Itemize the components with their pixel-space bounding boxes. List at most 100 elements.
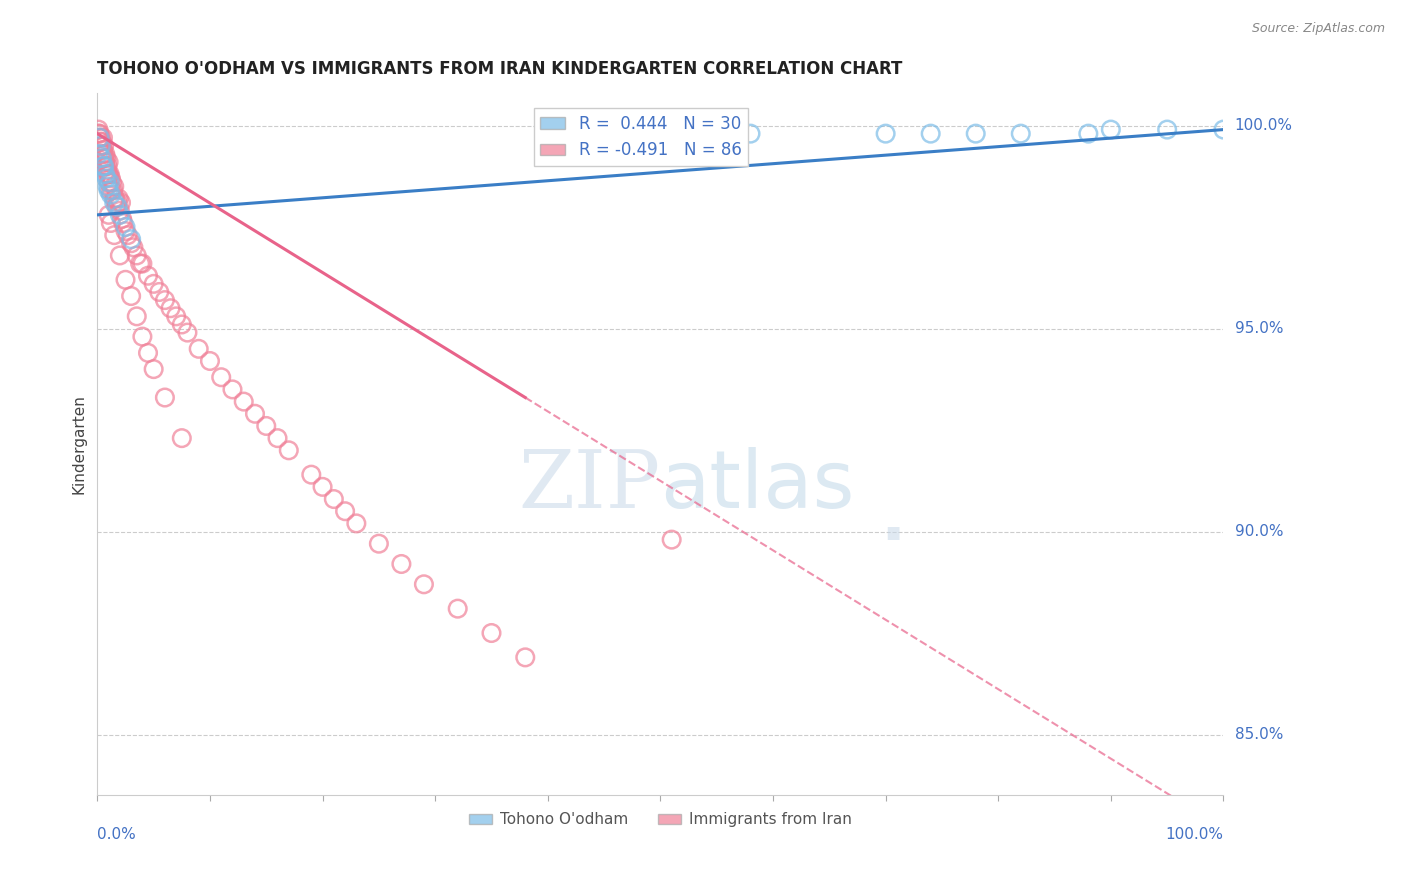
Point: [153, 391, 176, 405]
Point: [221, 383, 243, 397]
Point: [125, 248, 148, 262]
Point: [108, 203, 131, 218]
Point: [322, 491, 344, 506]
Point: [100, 187, 122, 202]
Point: [112, 216, 135, 230]
Point: [120, 232, 142, 246]
Point: [100, 171, 122, 186]
Point: [875, 127, 897, 141]
Point: [114, 224, 136, 238]
Point: [89, 130, 111, 145]
Text: .: .: [880, 489, 905, 555]
Text: ZIP: ZIP: [519, 448, 661, 525]
Point: [117, 228, 139, 243]
Text: 85.0%: 85.0%: [1234, 727, 1282, 742]
Point: [170, 431, 193, 445]
Point: [120, 289, 142, 303]
Point: [311, 480, 333, 494]
Point: [515, 650, 537, 665]
Point: [560, 130, 582, 145]
Point: [93, 151, 115, 165]
Point: [103, 195, 125, 210]
Point: [104, 192, 127, 206]
Point: [266, 431, 288, 445]
Legend: Tohono O'odham, Immigrants from Iran: Tohono O'odham, Immigrants from Iran: [463, 806, 858, 833]
Point: [97, 184, 120, 198]
Point: [90, 151, 112, 165]
Point: [100, 184, 122, 198]
Point: [299, 467, 322, 482]
Point: [1212, 122, 1234, 136]
Point: [87, 127, 110, 141]
Point: [122, 240, 145, 254]
Point: [96, 159, 118, 173]
Point: [97, 155, 120, 169]
Text: 95.0%: 95.0%: [1234, 321, 1284, 336]
Point: [97, 208, 120, 222]
Point: [94, 159, 117, 173]
Point: [90, 138, 112, 153]
Point: [187, 342, 209, 356]
Point: [650, 130, 672, 145]
Point: [107, 200, 129, 214]
Point: [110, 195, 132, 210]
Point: [920, 127, 942, 141]
Point: [103, 228, 125, 243]
Point: [87, 147, 110, 161]
Point: [176, 326, 198, 340]
Point: [131, 329, 153, 343]
Point: [120, 236, 142, 251]
Point: [367, 537, 389, 551]
Point: [98, 167, 121, 181]
Point: [1099, 122, 1122, 136]
Point: [96, 179, 118, 194]
Point: [136, 346, 159, 360]
Point: [96, 151, 118, 165]
Point: [96, 163, 118, 178]
Point: [93, 138, 115, 153]
Point: [209, 370, 232, 384]
Text: Source: ZipAtlas.com: Source: ZipAtlas.com: [1251, 22, 1385, 36]
Point: [97, 167, 120, 181]
Point: [101, 175, 124, 189]
Point: [94, 155, 117, 169]
Point: [94, 167, 117, 181]
Point: [1010, 127, 1032, 141]
Point: [254, 419, 277, 434]
Point: [333, 504, 356, 518]
Point: [695, 127, 717, 141]
Point: [91, 159, 114, 173]
Point: [90, 135, 112, 149]
Point: [94, 147, 117, 161]
Point: [243, 407, 266, 421]
Point: [481, 626, 503, 640]
Point: [111, 211, 134, 226]
Point: [605, 130, 627, 145]
Point: [142, 362, 165, 376]
Point: [142, 277, 165, 291]
Point: [96, 167, 118, 181]
Point: [413, 577, 436, 591]
Point: [153, 293, 176, 307]
Y-axis label: Kindergarten: Kindergarten: [72, 394, 86, 494]
Point: [740, 127, 762, 141]
Point: [125, 310, 148, 324]
Text: TOHONO O'ODHAM VS IMMIGRANTS FROM IRAN KINDERGARTEN CORRELATION CHART: TOHONO O'ODHAM VS IMMIGRANTS FROM IRAN K…: [97, 60, 903, 78]
Point: [96, 171, 118, 186]
Point: [661, 533, 683, 547]
Point: [1156, 122, 1178, 136]
Point: [101, 184, 124, 198]
Point: [277, 443, 299, 458]
Point: [170, 318, 193, 332]
Point: [98, 175, 121, 189]
Point: [114, 220, 136, 235]
Point: [114, 273, 136, 287]
Point: [108, 248, 131, 262]
Point: [232, 394, 254, 409]
Text: 100.0%: 100.0%: [1234, 118, 1292, 133]
Point: [89, 127, 111, 141]
Point: [165, 310, 187, 324]
Point: [131, 256, 153, 270]
Point: [148, 285, 170, 299]
Point: [107, 192, 129, 206]
